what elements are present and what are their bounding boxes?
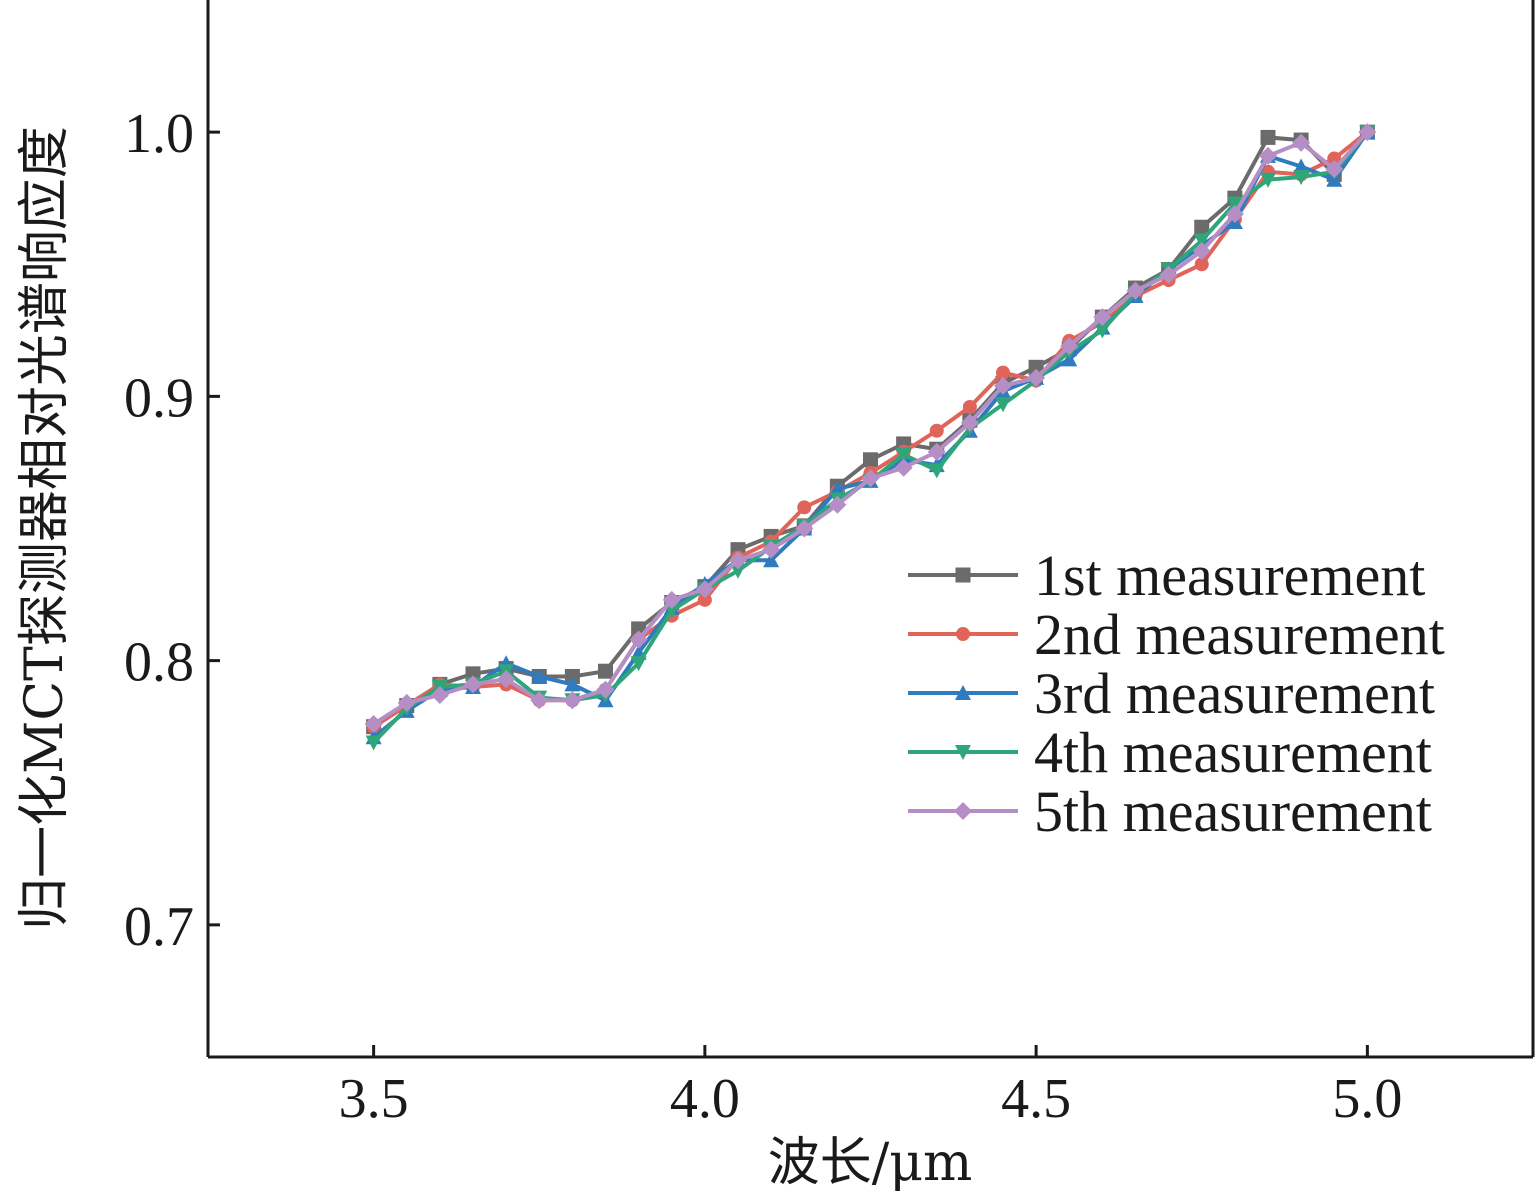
data-point	[996, 365, 1010, 380]
data-point	[763, 552, 780, 568]
data-point	[828, 495, 847, 514]
series-group	[364, 123, 1377, 751]
data-point	[1327, 151, 1342, 166]
data-point	[994, 376, 1012, 395]
y-axis-title: 归一化MCT探测器相对光谱响应度	[15, 126, 75, 930]
legend-marker	[956, 627, 970, 641]
data-point	[1260, 172, 1276, 188]
data-point	[1293, 170, 1310, 186]
legend-item: 2nd measurement	[908, 602, 1445, 667]
legend-label: 3rd measurement	[1034, 661, 1435, 726]
data-point	[1225, 205, 1244, 224]
data-point	[1093, 308, 1112, 327]
legend-item: 3rd measurement	[908, 661, 1435, 726]
data-point	[430, 685, 449, 704]
data-point	[531, 668, 548, 684]
legend-item: 4th measurement	[908, 720, 1432, 785]
data-point	[1226, 196, 1243, 212]
legend-label: 5th measurement	[1034, 779, 1432, 844]
data-point	[894, 458, 913, 477]
data-point	[630, 656, 647, 672]
data-point	[397, 693, 416, 712]
series-5	[364, 123, 1377, 734]
data-point	[1192, 242, 1211, 261]
data-point	[530, 691, 549, 710]
legend-label: 1st measurement	[1034, 543, 1425, 608]
legend-marker	[955, 567, 971, 583]
data-point	[1159, 265, 1178, 284]
data-point	[598, 663, 613, 679]
data-point	[795, 519, 814, 538]
data-point	[1259, 146, 1277, 165]
legend-marker	[954, 802, 972, 820]
legend-item: 1st measurement	[908, 543, 1425, 608]
data-point	[464, 675, 482, 694]
y-tick-label: 0.8	[124, 632, 194, 694]
x-tick-label: 5.0	[1332, 1068, 1402, 1130]
data-point	[762, 540, 781, 559]
data-point	[564, 676, 581, 692]
data-point	[1325, 160, 1344, 179]
data-point	[995, 397, 1011, 413]
data-point	[797, 500, 812, 515]
data-point	[1094, 323, 1111, 339]
data-point	[1060, 337, 1079, 356]
data-point	[928, 463, 945, 479]
data-point	[1027, 368, 1046, 387]
data-point	[960, 413, 979, 432]
data-point	[927, 442, 946, 461]
legend-label: 2nd measurement	[1034, 602, 1445, 667]
data-point	[563, 691, 582, 710]
data-point	[365, 735, 382, 751]
x-tick-label: 3.5	[339, 1068, 409, 1130]
data-point	[364, 715, 383, 734]
data-point	[1260, 129, 1276, 145]
data-point	[695, 580, 714, 599]
legend-marker	[955, 685, 971, 700]
data-point	[895, 447, 912, 463]
x-tick-label: 4.0	[670, 1068, 740, 1130]
legend-label: 4th measurement	[1034, 720, 1432, 785]
data-point	[629, 630, 648, 649]
data-point	[497, 670, 516, 689]
data-point	[730, 563, 746, 579]
axes	[206, 0, 1535, 1059]
data-point	[1358, 123, 1377, 142]
y-tick-label: 1.0	[124, 103, 194, 165]
data-point	[863, 452, 878, 468]
data-point	[962, 399, 977, 414]
data-point	[596, 680, 615, 699]
legend-item: 5th measurement	[908, 779, 1432, 844]
x-axis-title: 波长/μm	[768, 1133, 973, 1193]
y-tick-label: 0.9	[124, 367, 194, 429]
data-point	[729, 551, 747, 570]
data-point	[929, 423, 944, 438]
data-point	[662, 590, 681, 609]
data-point	[1194, 257, 1209, 272]
x-tick-label: 4.5	[1001, 1068, 1071, 1130]
data-point	[1126, 281, 1145, 300]
data-point	[829, 480, 846, 496]
data-point	[1293, 158, 1310, 174]
data-point	[1292, 133, 1311, 152]
y-tick-label: 0.7	[124, 896, 194, 958]
data-point	[861, 469, 880, 488]
data-point	[1193, 233, 1210, 249]
data-point	[697, 592, 712, 607]
legend-marker	[955, 745, 971, 760]
